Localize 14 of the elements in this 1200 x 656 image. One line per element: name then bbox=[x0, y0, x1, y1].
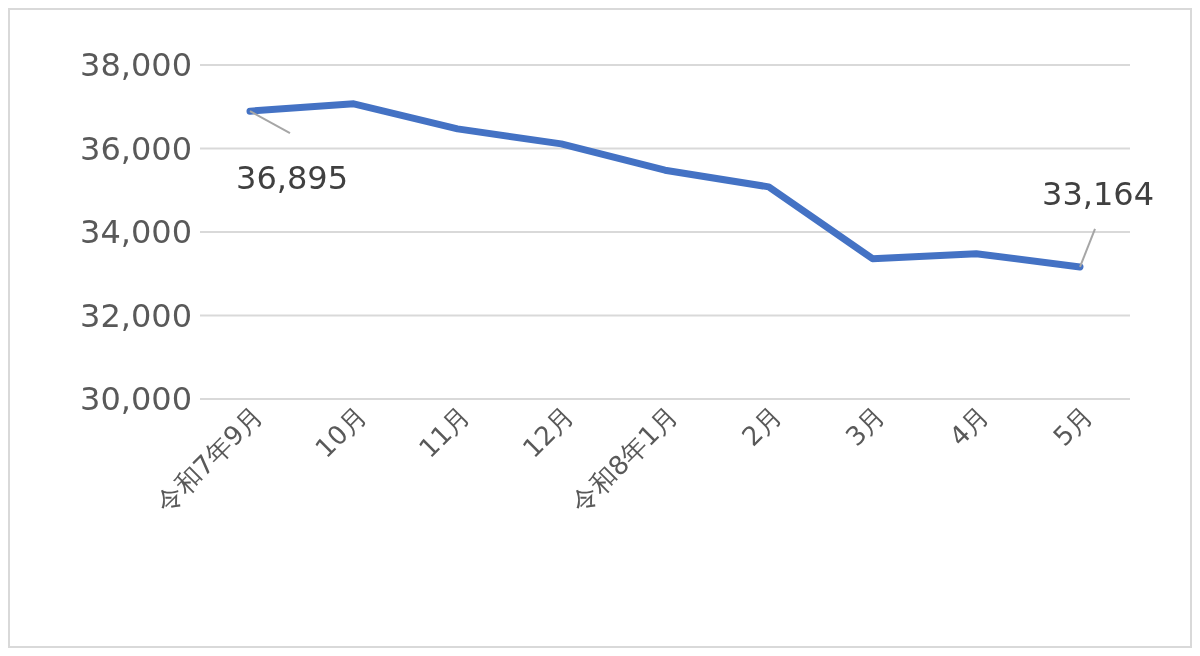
x-tick-label: 3月 bbox=[839, 400, 892, 452]
data-label: 36,895 bbox=[236, 159, 348, 198]
y-tick-label: 36,000 bbox=[80, 129, 192, 168]
y-tick-label: 34,000 bbox=[80, 213, 192, 252]
x-tick-label: 11月 bbox=[413, 400, 477, 464]
x-tick-label: 2月 bbox=[736, 400, 788, 452]
y-tick-label: 32,000 bbox=[80, 296, 192, 335]
x-tick-label: 10月 bbox=[309, 400, 373, 464]
y-tick-label: 38,000 bbox=[80, 46, 192, 85]
x-tick-label: 12月 bbox=[516, 400, 580, 464]
x-tick-label: 5月 bbox=[1047, 400, 1099, 452]
x-tick-label: 4月 bbox=[943, 400, 995, 452]
y-tick-label: 30,000 bbox=[80, 380, 192, 419]
data-label: 33,164 bbox=[1042, 174, 1154, 213]
